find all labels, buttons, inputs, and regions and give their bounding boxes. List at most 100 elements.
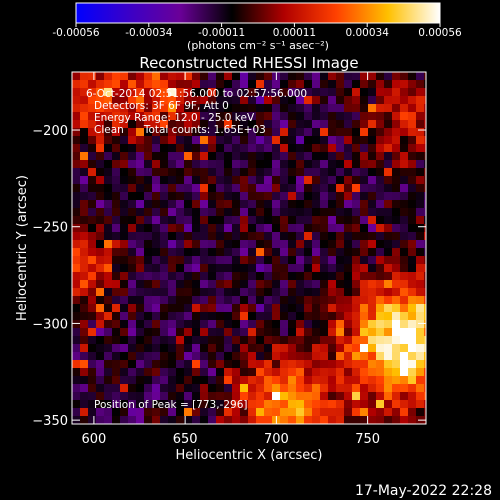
heatmap-cell bbox=[192, 344, 200, 352]
heatmap-cell bbox=[360, 168, 368, 176]
heatmap-cell bbox=[248, 136, 256, 144]
heatmap-cell bbox=[168, 200, 176, 208]
heatmap-cell bbox=[72, 296, 80, 304]
heatmap-cell bbox=[176, 72, 184, 80]
heatmap-cell bbox=[104, 216, 112, 224]
heatmap-cell bbox=[96, 224, 104, 232]
heatmap-cell bbox=[144, 272, 152, 280]
heatmap-cell bbox=[72, 112, 80, 120]
heatmap-cell bbox=[176, 312, 184, 320]
heatmap-cell bbox=[96, 352, 104, 360]
heatmap-cell bbox=[168, 192, 176, 200]
heatmap-cell bbox=[376, 288, 384, 296]
heatmap-cell bbox=[232, 176, 240, 184]
heatmap-cell bbox=[400, 160, 408, 168]
heatmap-cell bbox=[200, 160, 208, 168]
heatmap-cell bbox=[336, 192, 344, 200]
heatmap-cell bbox=[328, 288, 336, 296]
heatmap-cell bbox=[272, 312, 280, 320]
heatmap-cell bbox=[144, 208, 152, 216]
colorbar-strip bbox=[75, 2, 441, 24]
heatmap-cell bbox=[184, 160, 192, 168]
heatmap-cell bbox=[128, 320, 136, 328]
heatmap-cell bbox=[88, 96, 96, 104]
heatmap-cell bbox=[72, 184, 80, 192]
heatmap-cell bbox=[272, 104, 280, 112]
heatmap-cell bbox=[360, 376, 368, 384]
heatmap-cell bbox=[176, 400, 184, 408]
heatmap-cell bbox=[280, 264, 288, 272]
heatmap-cell bbox=[320, 72, 328, 80]
heatmap-cell bbox=[384, 152, 392, 160]
heatmap-cell bbox=[120, 152, 128, 160]
heatmap-cell bbox=[216, 104, 224, 112]
heatmap-cell bbox=[152, 152, 160, 160]
heatmap-cell bbox=[104, 336, 112, 344]
heatmap-cell bbox=[264, 104, 272, 112]
heatmap-cell bbox=[376, 392, 384, 400]
heatmap-cell bbox=[96, 120, 104, 128]
heatmap-cell bbox=[176, 416, 184, 424]
heatmap-cell bbox=[72, 176, 80, 184]
heatmap-cell bbox=[336, 312, 344, 320]
heatmap-cell bbox=[296, 192, 304, 200]
heatmap-cell bbox=[416, 216, 424, 224]
heatmap-cell bbox=[352, 256, 360, 264]
heatmap-cell bbox=[376, 120, 384, 128]
heatmap-cell bbox=[216, 336, 224, 344]
heatmap-cell bbox=[256, 224, 264, 232]
heatmap-cell bbox=[144, 112, 152, 120]
heatmap-cell bbox=[152, 120, 160, 128]
heatmap-cell bbox=[128, 304, 136, 312]
heatmap-cell bbox=[352, 128, 360, 136]
heatmap-cell bbox=[408, 208, 416, 216]
heatmap-cell bbox=[128, 408, 136, 416]
heatmap-cell bbox=[136, 272, 144, 280]
heatmap-cell bbox=[408, 176, 416, 184]
heatmap-cell bbox=[136, 360, 144, 368]
heatmap-cell bbox=[312, 256, 320, 264]
heatmap-cell bbox=[232, 288, 240, 296]
heatmap-cell bbox=[312, 232, 320, 240]
heatmap-cell bbox=[232, 360, 240, 368]
heatmap-cell bbox=[344, 160, 352, 168]
heatmap-cell bbox=[104, 304, 112, 312]
heatmap-cell bbox=[312, 168, 320, 176]
heatmap-cell bbox=[224, 88, 232, 96]
heatmap-cell bbox=[360, 336, 368, 344]
heatmap-cell bbox=[240, 312, 248, 320]
heatmap-cell bbox=[328, 304, 336, 312]
heatmap-cell bbox=[168, 280, 176, 288]
heatmap-cell bbox=[224, 352, 232, 360]
heatmap-cell bbox=[240, 120, 248, 128]
heatmap-cell bbox=[88, 120, 96, 128]
heatmap-cell bbox=[144, 160, 152, 168]
heatmap-cell bbox=[168, 384, 176, 392]
heatmap-cell bbox=[168, 160, 176, 168]
heatmap-cell bbox=[128, 360, 136, 368]
heatmap-cell bbox=[416, 272, 424, 280]
heatmap-cell bbox=[200, 344, 208, 352]
heatmap-cell bbox=[240, 152, 248, 160]
heatmap-cell bbox=[328, 168, 336, 176]
heatmap-cell bbox=[104, 368, 112, 376]
heatmap-cell bbox=[288, 232, 296, 240]
heatmap-cell bbox=[384, 352, 392, 360]
heatmap-cell bbox=[224, 192, 232, 200]
heatmap-cell bbox=[256, 104, 264, 112]
heatmap-cell bbox=[344, 280, 352, 288]
heatmap-cell bbox=[232, 128, 240, 136]
heatmap-cell bbox=[384, 408, 392, 416]
heatmap-cell bbox=[128, 200, 136, 208]
heatmap-cell bbox=[208, 208, 216, 216]
heatmap-cell bbox=[312, 200, 320, 208]
heatmap-cell bbox=[304, 256, 312, 264]
heatmap-cell bbox=[248, 128, 256, 136]
heatmap-cell bbox=[384, 416, 392, 424]
heatmap-cell bbox=[96, 96, 104, 104]
heatmap-cell bbox=[104, 256, 112, 264]
heatmap-cell bbox=[216, 384, 224, 392]
heatmap-cell bbox=[96, 256, 104, 264]
heatmap-cell bbox=[112, 312, 120, 320]
heatmap-cell bbox=[136, 416, 144, 424]
